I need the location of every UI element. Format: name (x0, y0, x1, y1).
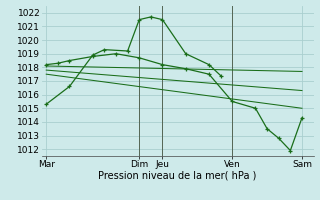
X-axis label: Pression niveau de la mer( hPa ): Pression niveau de la mer( hPa ) (99, 171, 257, 181)
